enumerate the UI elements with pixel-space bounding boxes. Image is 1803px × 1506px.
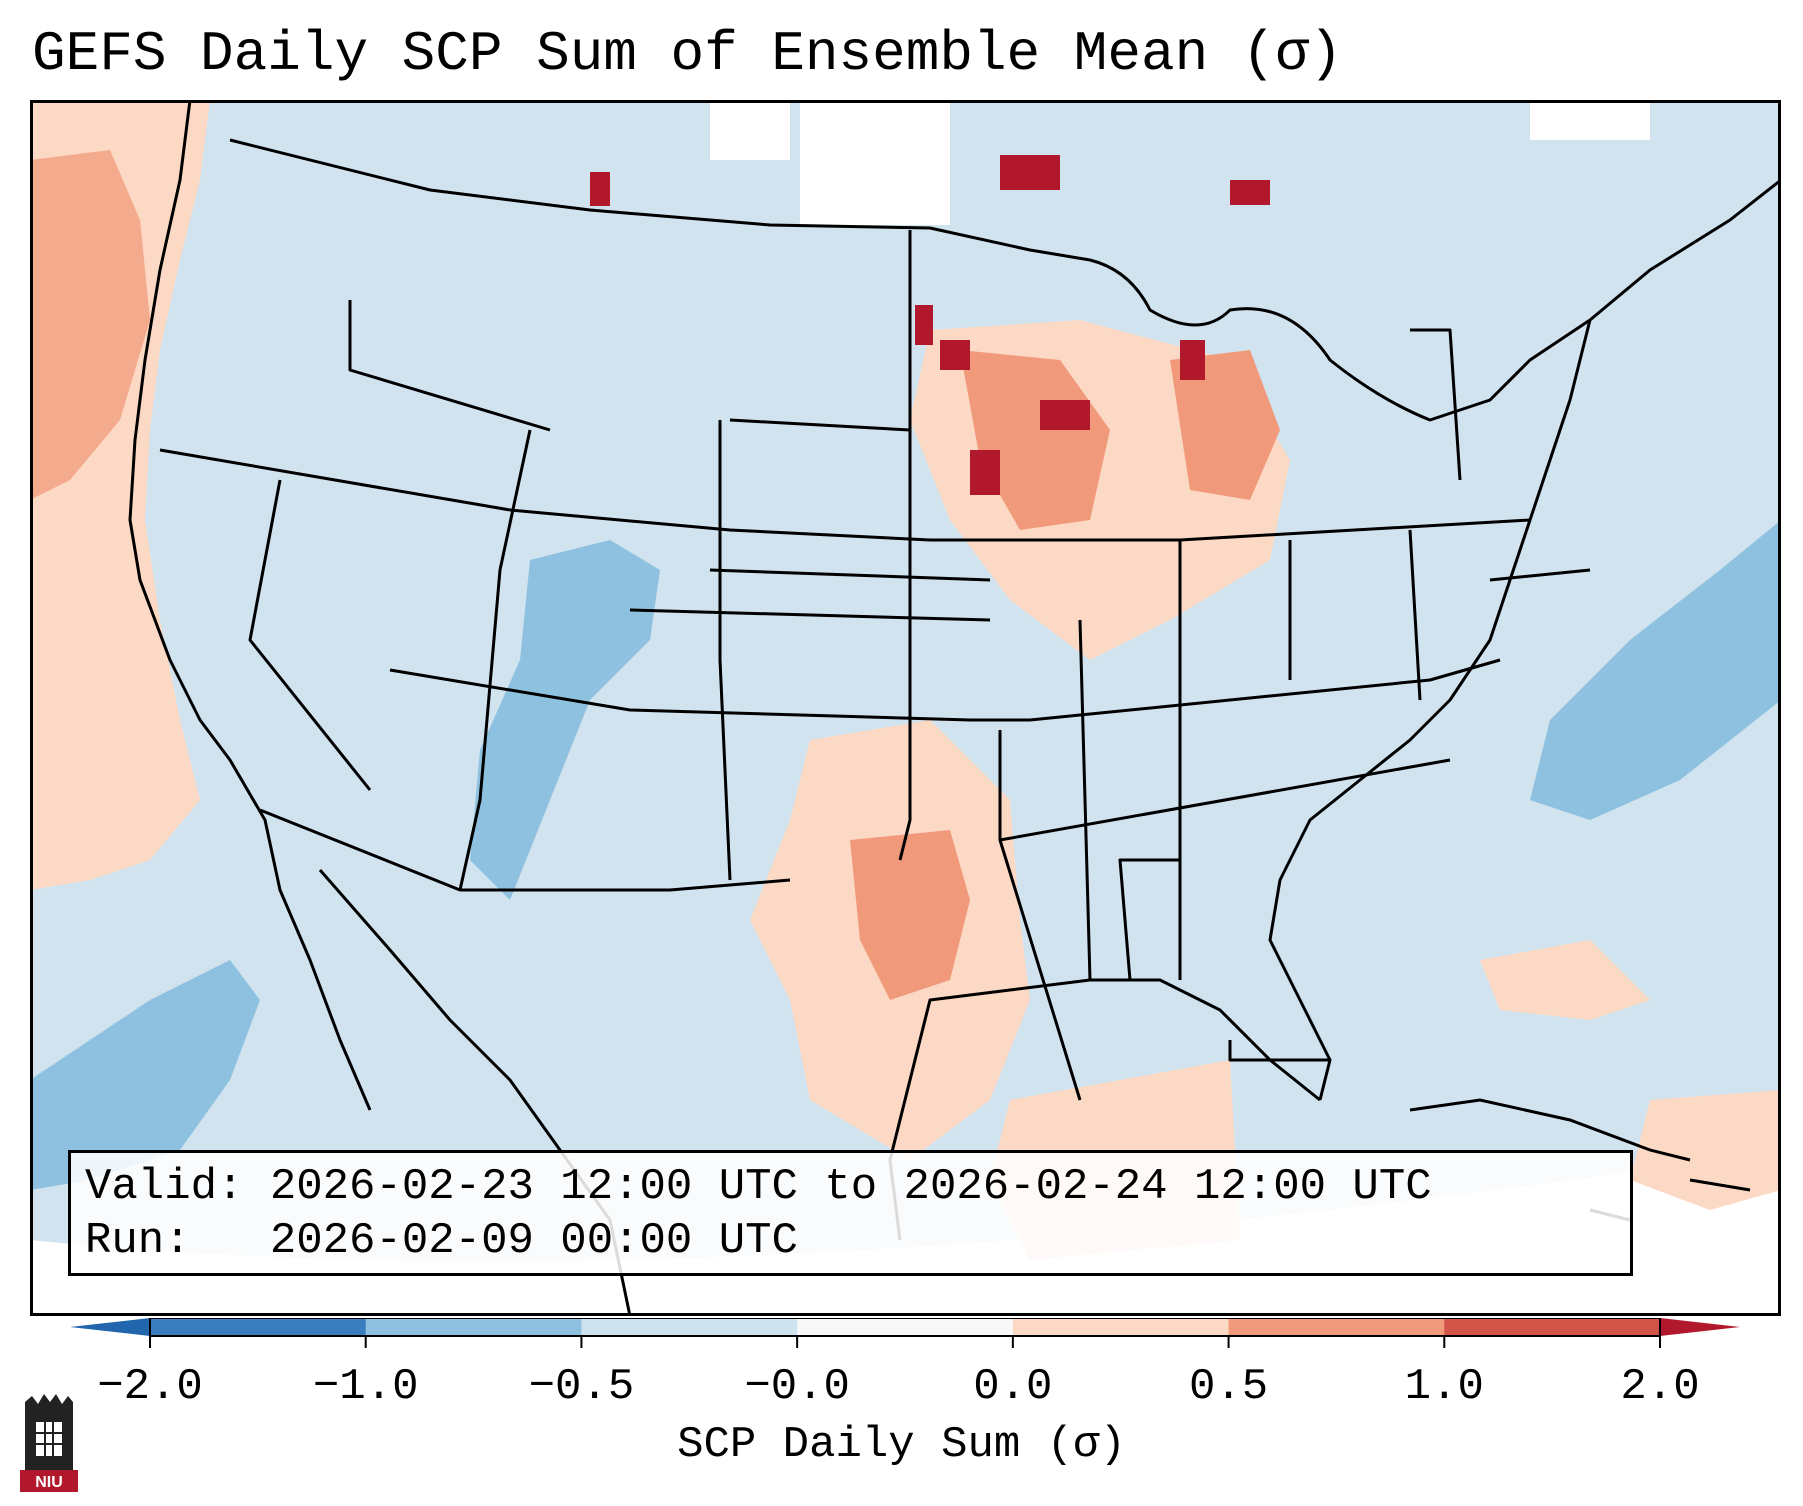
valid-value: 2026-02-23 12:00 UTC to 2026-02-24 12:00… xyxy=(269,1162,1432,1212)
colorbar xyxy=(70,1318,1740,1348)
anomaly-core xyxy=(915,305,933,345)
anomaly-atlantic-low xyxy=(1530,520,1781,820)
west-coast-line xyxy=(128,100,372,1111)
island-outline xyxy=(1689,1178,1751,1192)
logo-text: NIU xyxy=(35,1474,63,1491)
colorbar-tick-label: 2.0 xyxy=(1620,1362,1700,1412)
neutral-patch xyxy=(710,100,790,160)
border-line xyxy=(729,418,911,432)
colorbar-extend-high xyxy=(1660,1318,1740,1336)
border-line xyxy=(1408,529,1422,701)
logo-banner xyxy=(20,1470,78,1492)
cuba-outline xyxy=(1409,1098,1691,1162)
run-value: 2026-02-09 00:00 UTC xyxy=(269,1216,798,1266)
colorbar-tick-label: 0.5 xyxy=(1188,1362,1269,1412)
border-line xyxy=(509,508,1531,542)
colorbar-frame xyxy=(149,1318,1661,1337)
anomaly-core xyxy=(1180,340,1205,380)
anomaly-michigan-mid xyxy=(1170,350,1280,500)
border-line xyxy=(898,230,912,861)
colorbar-segment xyxy=(797,1318,1014,1336)
border-line xyxy=(709,568,991,582)
anomaly-southwest-low xyxy=(470,540,660,900)
anomaly-core xyxy=(1000,155,1060,190)
gulf-coast-line xyxy=(888,978,1321,1241)
logo-window xyxy=(36,1422,62,1456)
neutral-patch xyxy=(800,100,950,225)
border-line xyxy=(458,429,532,891)
border-line xyxy=(718,420,732,881)
border-line xyxy=(1118,858,1180,981)
colorbar-tick-label: 1.0 xyxy=(1404,1362,1484,1412)
colorbar-tick-label: 0.0 xyxy=(973,1362,1053,1412)
border-line xyxy=(248,479,372,791)
valid-label: Valid: xyxy=(85,1162,244,1212)
border-line xyxy=(1410,328,1462,481)
anomaly-core xyxy=(590,172,610,206)
niu-logo: NIU xyxy=(20,1394,78,1492)
anomaly-texas-strong xyxy=(850,830,970,1000)
colorbar-tick-label: −0.5 xyxy=(528,1362,635,1412)
colorbar-segment xyxy=(581,1318,798,1336)
great-lakes xyxy=(1089,178,1781,422)
colorbar-segment xyxy=(1444,1318,1661,1336)
valid-line: Valid: 2026-02-23 12:00 UTC to 2026-02-2… xyxy=(85,1161,1432,1213)
colorbar-extend-low xyxy=(70,1318,150,1336)
border-line xyxy=(348,300,551,432)
colorbar-label: SCP Daily Sum (σ) xyxy=(677,1420,1126,1470)
anomaly-pacific-low xyxy=(30,960,260,1190)
border-line xyxy=(629,608,991,622)
valid-time-box: Valid: 2026-02-23 12:00 UTC to 2026-02-2… xyxy=(68,1150,1633,1276)
east-coast-line xyxy=(1268,319,1592,1101)
anomaly-west-coast-strong xyxy=(30,150,150,500)
border-line xyxy=(1228,1040,1330,1062)
anomaly-core xyxy=(1230,180,1270,205)
colorbar-tick-label: −1.0 xyxy=(312,1362,419,1412)
border-line xyxy=(159,448,511,512)
border-line xyxy=(1078,619,1092,981)
colorbar-segment xyxy=(365,1318,582,1336)
canada-border xyxy=(229,138,1091,262)
colorbar-tick-label: −2.0 xyxy=(97,1362,203,1412)
colorbar-segment xyxy=(150,1318,367,1336)
colorbar-segment xyxy=(1228,1318,1445,1336)
neutral-patch xyxy=(1530,100,1650,140)
logo-window-bars xyxy=(36,1422,62,1456)
chart-title: GEFS Daily SCP Sum of Ensemble Mean (σ) xyxy=(32,22,1343,86)
anomaly-caribbean xyxy=(1630,1090,1781,1210)
run-line: Run: 2026-02-09 00:00 UTC xyxy=(85,1215,798,1267)
anomaly-core xyxy=(940,340,970,370)
map-frame xyxy=(30,100,1781,1316)
map-panel xyxy=(30,100,1781,1316)
colorbar-segment xyxy=(1012,1318,1230,1336)
border-line xyxy=(389,668,1030,722)
anomaly-core xyxy=(1040,400,1090,430)
border-line xyxy=(259,808,791,892)
borders xyxy=(128,100,1781,1316)
run-label: Run: xyxy=(85,1216,191,1266)
anomaly-core xyxy=(970,450,1000,495)
border-line xyxy=(1029,658,1501,722)
colorbar-tick-label: −0.0 xyxy=(744,1362,850,1412)
border-line xyxy=(1489,568,1591,582)
border-line xyxy=(999,758,1451,842)
anomaly-east-atlantic xyxy=(1480,940,1650,1020)
